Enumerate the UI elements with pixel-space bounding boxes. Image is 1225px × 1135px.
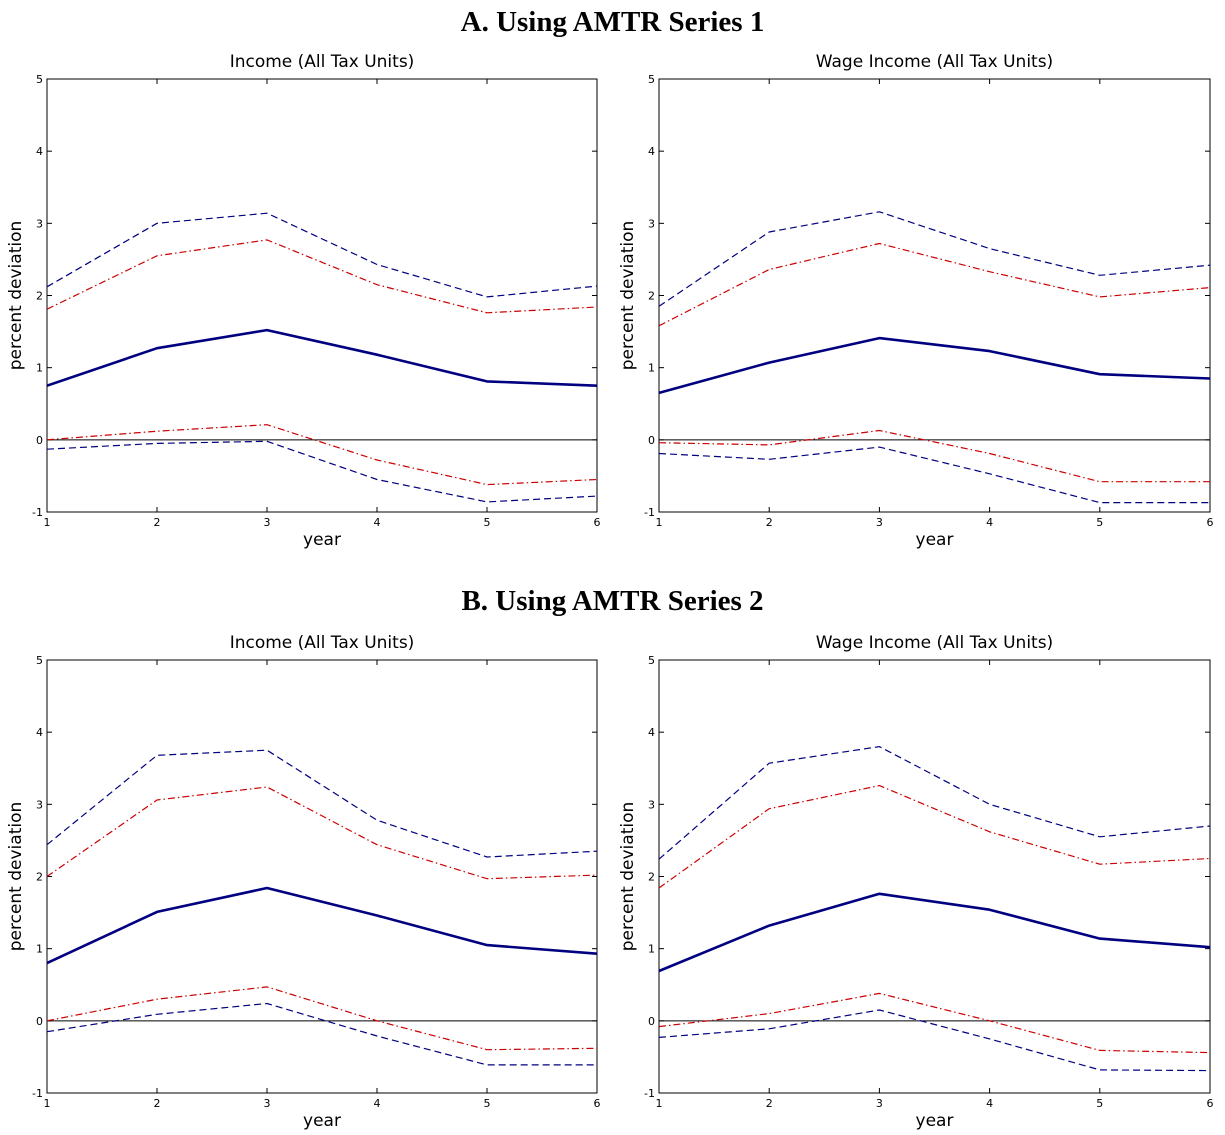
x-tick-label: 1: [656, 1097, 663, 1110]
series-dashdot-band-line: [658, 784, 1211, 889]
series-estimate-line: [658, 336, 1211, 395]
x-tick-label: 1: [656, 516, 663, 529]
x-tick-label: 2: [766, 1097, 773, 1110]
x-tick-label: 4: [986, 516, 993, 529]
y-tick-label: 0: [648, 1015, 655, 1028]
y-tick-label: 4: [36, 726, 43, 739]
y-tick-label: 0: [36, 434, 43, 447]
chart-title: Income (All Tax Units): [230, 633, 415, 653]
x-tick-label: 3: [264, 516, 271, 529]
x-tick-label: 5: [484, 516, 491, 529]
chart-wage-income-series-1: -1 0 1 2 3 4 5 1 2 3 4 5 6 Wage Income (All Tax Units…: [618, 52, 1214, 550]
chart-income-series-1: -1 0 1 2 3 4 5 1 2 3 4 5 6 Income (All Tax Units) year…: [6, 52, 601, 550]
series-dashdot-band-line: [658, 242, 1211, 327]
series-estimate-line: [46, 328, 598, 387]
x-tick-label: 5: [1096, 1097, 1103, 1110]
x-axis-label: year: [916, 1111, 954, 1131]
y-tick-label: 3: [648, 217, 655, 230]
plot-frame: [658, 659, 1211, 1094]
y-tick-label: 3: [36, 798, 43, 811]
x-tick-label: 1: [44, 1097, 51, 1110]
y-tick-label: 5: [648, 73, 655, 86]
x-tick-label: 3: [264, 1097, 271, 1110]
series-dashdot-band-line: [46, 239, 598, 314]
series-dashed-band-line: [46, 440, 598, 503]
y-axis-label: percent deviation: [618, 221, 638, 371]
series-dashed-band-line: [46, 749, 598, 858]
x-tick-label: 6: [594, 1097, 601, 1110]
x-tick-label: 5: [1096, 516, 1103, 529]
x-tick-label: 1: [44, 516, 51, 529]
chart-title: Wage Income (All Tax Units): [816, 633, 1053, 653]
series-dashdot-band-line: [46, 424, 598, 486]
series-dashed-band-line: [658, 211, 1211, 307]
y-tick-label: 1: [648, 362, 655, 375]
x-tick-label: 5: [484, 1097, 491, 1110]
y-tick-label: -1: [644, 506, 655, 519]
x-tick-label: 3: [876, 516, 883, 529]
x-tick-label: 4: [374, 1097, 381, 1110]
y-tick-label: 0: [36, 1015, 43, 1028]
y-tick-label: 3: [36, 217, 43, 230]
x-tick-label: 2: [154, 1097, 161, 1110]
x-axis-label: year: [303, 1111, 341, 1131]
series-dashdot-band-line: [658, 429, 1210, 483]
y-tick-label: 4: [648, 726, 655, 739]
y-tick-label: 1: [36, 362, 43, 375]
x-tick-label: 4: [374, 516, 381, 529]
chart-title: Wage Income (All Tax Units): [816, 52, 1053, 72]
y-tick-label: 2: [36, 290, 43, 303]
series-dashed-band-line: [658, 1009, 1211, 1072]
series-dashed-band-line: [46, 212, 598, 298]
x-tick-label: 3: [876, 1097, 883, 1110]
series-dashdot-band-line: [46, 786, 598, 880]
plot-frame: [46, 78, 598, 513]
y-tick-label: 5: [36, 654, 43, 667]
x-axis-label: year: [303, 530, 341, 550]
series-dashdot-band-line: [658, 992, 1211, 1054]
y-tick-label: -1: [644, 1087, 655, 1100]
x-tick-label: 2: [154, 516, 161, 529]
panel-b-title: B. Using AMTR Series 2: [461, 585, 764, 617]
x-tick-label: 6: [1207, 516, 1214, 529]
chart-title: Income (All Tax Units): [230, 52, 415, 72]
y-tick-label: 4: [648, 145, 655, 158]
y-tick-label: 3: [648, 798, 655, 811]
x-tick-label: 6: [594, 516, 601, 529]
series-dashed-band-line: [658, 446, 1210, 504]
x-tick-label: 4: [986, 1097, 993, 1110]
y-tick-label: 4: [36, 145, 43, 158]
plot-frame: [46, 659, 598, 1094]
y-tick-label: 1: [648, 943, 655, 956]
y-tick-label: 2: [648, 871, 655, 884]
y-tick-label: -1: [32, 1087, 43, 1100]
y-tick-label: 2: [36, 871, 43, 884]
x-axis-label: year: [916, 530, 954, 550]
y-tick-label: 2: [648, 290, 655, 303]
panel-a-title: A. Using AMTR Series 1: [460, 6, 765, 38]
chart-income-series-2: -1 0 1 2 3 4 5 1 2 3 4 5 6 Income (All Tax Units) year…: [6, 633, 601, 1131]
series-dashed-band-line: [658, 745, 1211, 860]
y-axis-label: percent deviation: [6, 802, 26, 952]
series-estimate-line: [658, 892, 1211, 973]
chart-wage-income-series-2: -1 0 1 2 3 4 5 1 2 3 4 5 6 Wage Income (All Tax Units…: [618, 633, 1214, 1131]
y-tick-label: 5: [648, 654, 655, 667]
y-tick-label: 5: [36, 73, 43, 86]
x-tick-label: 6: [1207, 1097, 1214, 1110]
plot-frame: [658, 78, 1211, 513]
series-estimate-line: [46, 886, 598, 965]
y-tick-label: 1: [36, 943, 43, 956]
x-tick-label: 2: [766, 516, 773, 529]
y-tick-label: 0: [648, 434, 655, 447]
series-dashed-band-line: [46, 1002, 597, 1066]
y-axis-label: percent deviation: [6, 221, 26, 371]
y-axis-label: percent deviation: [618, 802, 638, 952]
y-tick-label: -1: [32, 506, 43, 519]
series-dashdot-band-line: [46, 986, 598, 1051]
